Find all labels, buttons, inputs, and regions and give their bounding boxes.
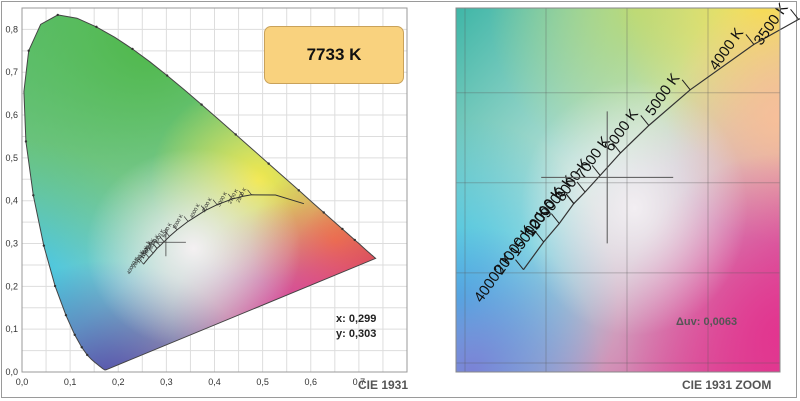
x-tick-label: 0,5 — [256, 377, 269, 387]
zoom-measured-point-crosshair — [541, 111, 674, 244]
wavelength-tick — [165, 74, 169, 77]
wavelength-tick — [27, 49, 30, 52]
y-tick-label: 0,0 — [5, 367, 18, 377]
y-tick-label: 0,1 — [5, 324, 18, 334]
left-chart-title: CIE 1931 — [358, 378, 408, 392]
plot-border — [21, 7, 408, 373]
cct-tick — [247, 189, 252, 196]
wavelength-tick — [42, 244, 46, 247]
x-tick-label: 0,6 — [304, 377, 317, 387]
zoom-grid — [456, 8, 780, 372]
wavelength-tick — [322, 211, 325, 214]
wavelength-tick — [32, 194, 35, 197]
wavelength-tick — [73, 333, 76, 337]
cct-tick — [200, 205, 206, 211]
cct-tick — [172, 224, 178, 231]
x-tick-label: 0,2 — [112, 377, 125, 387]
zoom-cct-tick — [790, 9, 799, 20]
zoom-chart-title: CIE 1931 ZOOM — [682, 378, 771, 392]
x-tick-label: 0,1 — [64, 377, 77, 387]
wavelength-tick — [95, 25, 98, 29]
y-tick-label: 0,7 — [5, 67, 18, 77]
y-tick-label: 0,4 — [5, 196, 18, 206]
wavelength-tick — [86, 353, 89, 357]
y-tick-label: 0,2 — [5, 281, 18, 291]
wavelength-tick — [53, 284, 57, 288]
y-tick-label: 0,8 — [5, 24, 18, 34]
wavelength-tick — [353, 238, 356, 242]
wavelength-tick — [234, 133, 237, 136]
zoom-plot-border — [455, 7, 781, 373]
zoom-plot-area — [456, 8, 780, 372]
zoom-cct-tick — [681, 79, 691, 91]
zoom-cct-tick — [565, 193, 575, 205]
cct-tick — [183, 216, 189, 222]
cct-readout: 7733 K — [264, 26, 404, 84]
wavelength-tick — [341, 227, 344, 231]
wavelength-tick — [297, 189, 301, 192]
zoom-cct-tick — [745, 34, 755, 45]
zoom-cct-tick — [515, 259, 524, 270]
axis-ticks: 0,0 0,1 0,2 0,3 0,4 0,5 0,6 0,7 0,0 0,1 0,2 0,3 0,4 0… — [5, 13, 366, 387]
x-tick-label: 0,0 — [16, 377, 29, 387]
wavelength-tick — [267, 162, 270, 165]
wavelength-tick — [131, 47, 134, 51]
planckian-locus — [143, 194, 305, 265]
cct-tick — [227, 193, 233, 200]
y-tick-label: 0,3 — [5, 239, 18, 249]
y-tick-label: 0,5 — [5, 153, 18, 163]
duv-label: Δuv: 0,0063 — [676, 316, 737, 328]
x-tick-label: 0,4 — [208, 377, 221, 387]
cct-tick — [152, 243, 158, 249]
cct-tick — [148, 247, 154, 254]
zoom-cct-tick — [535, 231, 545, 243]
wavelength-tick — [24, 140, 28, 143]
zoom-cct-tick — [591, 165, 601, 176]
cct-tick — [155, 240, 161, 246]
zoom-cct-tick — [576, 181, 586, 193]
cct-tick — [159, 236, 165, 242]
measured-point-crosshair — [145, 228, 186, 257]
wavelength-tick — [80, 346, 83, 349]
wavelength-tick — [64, 313, 68, 317]
spectral-locus-outline — [23, 14, 377, 371]
zoom-cct-tick — [612, 142, 621, 154]
cct-tick — [212, 199, 218, 205]
x-tick-label: 0,3 — [160, 377, 173, 387]
y-tick-label: 0,6 — [5, 110, 18, 120]
wavelength-tick — [200, 103, 203, 106]
cct-tick — [239, 190, 244, 197]
x-tick-label: 0,7 — [353, 377, 366, 387]
wavelength-tick — [56, 13, 59, 17]
zoom-cct-tick — [640, 115, 650, 126]
cct-tick — [139, 258, 144, 265]
zoom-planckian-locus — [523, 18, 800, 270]
cct-tick — [144, 252, 150, 258]
coord-y-label: y: 0,303 — [336, 328, 376, 340]
zoom-cct-tick — [550, 213, 560, 224]
coord-x-label: x: 0,299 — [336, 313, 376, 325]
